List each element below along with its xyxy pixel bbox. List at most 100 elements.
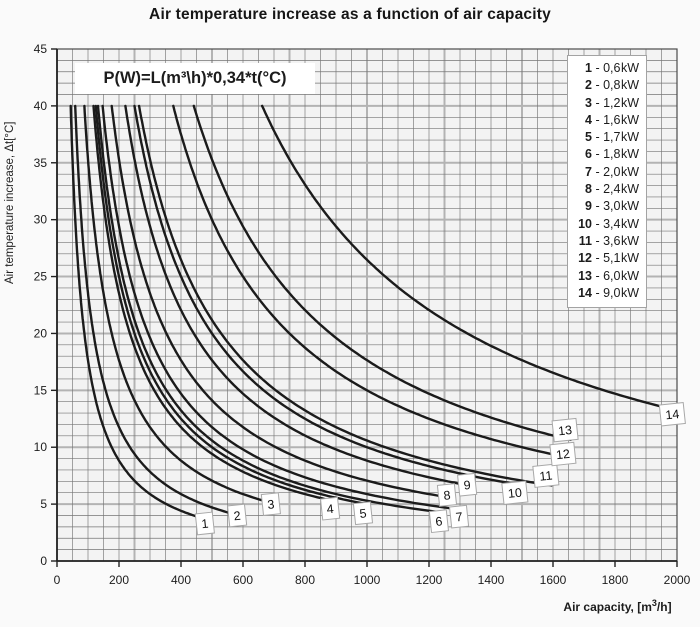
x-axis-tick-label: 2000 <box>664 573 691 587</box>
curve-1 <box>69 104 212 522</box>
legend-item-9: 9 - 3,0 kW <box>574 199 640 216</box>
legend-curve-number: 6 <box>585 147 592 162</box>
curve-label-13: 13 <box>551 417 579 443</box>
legend-power-value: 1,2 <box>603 95 621 110</box>
x-axis-tick-label: 1000 <box>354 573 381 587</box>
curve-2 <box>74 104 244 518</box>
legend-item-11: 11 - 3,6 kW <box>574 234 640 251</box>
curve-label-4: 4 <box>320 496 341 521</box>
legend-separator: - <box>592 268 604 283</box>
curve-13 <box>192 104 572 441</box>
legend-separator: - <box>592 251 604 266</box>
legend-unit: kW <box>620 78 639 93</box>
curve-label-box <box>658 401 686 427</box>
curve-label-box <box>320 496 341 521</box>
curve-label-box <box>260 492 282 516</box>
curve-label-box <box>532 463 560 488</box>
legend-unit: kW <box>620 95 639 110</box>
formula-text: P(W)=L(m³\h)*0,34*t(°C) <box>103 69 287 87</box>
curve-label-8: 8 <box>436 483 458 507</box>
legend-curve-number: 4 <box>585 112 592 127</box>
legend-separator: - <box>592 164 604 179</box>
curve-label-box <box>436 483 458 507</box>
legend-curve-number: 9 <box>585 199 592 214</box>
curve-9 <box>124 104 474 488</box>
curve-label-box <box>551 417 579 443</box>
legend-power-value: 2,4 <box>603 182 621 197</box>
curve-3 <box>83 104 278 506</box>
curve-label-5: 5 <box>352 501 374 526</box>
legend-separator: - <box>592 233 604 248</box>
curve-label-text: 2 <box>233 509 241 524</box>
x-axis-tick-label: 800 <box>295 573 315 587</box>
curve-8 <box>110 104 454 500</box>
legend-item-12: 12 - 5,1 kW <box>574 251 640 268</box>
curve-label-box <box>194 511 215 536</box>
legend-curve-number: 12 <box>578 251 592 266</box>
legend-unit: kW <box>620 251 639 266</box>
curve-label-text: 12 <box>555 447 570 462</box>
legend-power-value: 0,8 <box>603 78 621 93</box>
curve-label-7: 7 <box>448 504 470 529</box>
curve-label-1: 1 <box>194 511 215 536</box>
legend-separator: - <box>592 130 604 145</box>
curve-12 <box>172 104 570 459</box>
curve-label-2: 2 <box>227 503 248 528</box>
legend-separator: - <box>592 95 604 110</box>
curve-label-box <box>501 480 529 505</box>
curve-5 <box>94 104 370 506</box>
legend-item-13: 13 - 6,0 kW <box>574 269 640 286</box>
y-axis-tick-label: 25 <box>34 270 48 284</box>
curve-label-box <box>428 509 450 534</box>
legend-unit: kW <box>620 112 639 127</box>
legend-item-14: 14 - 9,0 kW <box>574 286 640 303</box>
curve-4 <box>92 104 337 503</box>
legend-unit: kW <box>620 147 639 162</box>
curve-label-text: 4 <box>326 502 334 517</box>
curve-label-box <box>352 501 374 526</box>
formula-box: P(W)=L(m³\h)*0,34*t(°C) <box>75 63 315 94</box>
curve-label-text: 8 <box>443 488 451 503</box>
legend-separator: - <box>592 199 604 214</box>
legend-item-6: 6 - 1,8 kW <box>574 147 640 164</box>
x-axis-title-prefix: Air capacity, [m <box>563 600 652 614</box>
curve-label-box <box>549 441 577 467</box>
legend-curve-number: 1 <box>585 61 592 75</box>
curve-label-6: 6 <box>428 509 450 534</box>
curve-label-text: 6 <box>435 514 443 529</box>
curve-label-14: 14 <box>658 401 686 427</box>
x-axis-tick-label: 1800 <box>602 573 629 587</box>
curve-6 <box>96 104 446 514</box>
y-axis-tick-label: 10 <box>34 440 48 454</box>
curve-11 <box>137 104 553 487</box>
x-axis-tick-label: 1600 <box>540 573 567 587</box>
y-axis-tick-label: 15 <box>34 383 48 397</box>
curve-label-box <box>227 503 248 528</box>
curve-label-text: 10 <box>507 486 522 501</box>
legend: 1 - 0,6 kW 2 - 0,8 kW 3 - 1,2 kW 4 - 1,6 kW 5 - … <box>567 55 647 309</box>
legend-separator: - <box>592 216 604 231</box>
legend-curve-number: 10 <box>578 216 592 231</box>
curve-10 <box>133 104 522 487</box>
legend-separator: - <box>592 285 604 300</box>
legend-power-value: 3,0 <box>603 199 621 214</box>
legend-separator: - <box>592 182 604 197</box>
legend-curve-number: 7 <box>585 164 592 179</box>
legend-power-value: 2,0 <box>603 164 621 179</box>
x-axis-tick-label: 200 <box>109 573 129 587</box>
legend-curve-number: 2 <box>585 78 592 93</box>
legend-item-8: 8 - 2,4 kW <box>574 182 640 199</box>
y-axis-tick-label: 35 <box>34 156 48 170</box>
chart-title: Air temperature increase as a function o… <box>149 6 551 23</box>
legend-unit: kW <box>620 199 639 214</box>
curve-label-11: 11 <box>532 463 560 488</box>
curve-label-10: 10 <box>501 480 529 505</box>
legend-item-5: 5 - 1,7 kW <box>574 130 640 147</box>
curve-label-text: 1 <box>201 517 209 532</box>
y-axis-tick-label: 40 <box>34 99 48 113</box>
legend-item-4: 4 - 1,6 kW <box>574 113 640 130</box>
curve-label-text: 5 <box>359 506 367 521</box>
curve-label-text: 13 <box>557 423 572 438</box>
legend-power-value: 5,1 <box>603 251 621 266</box>
